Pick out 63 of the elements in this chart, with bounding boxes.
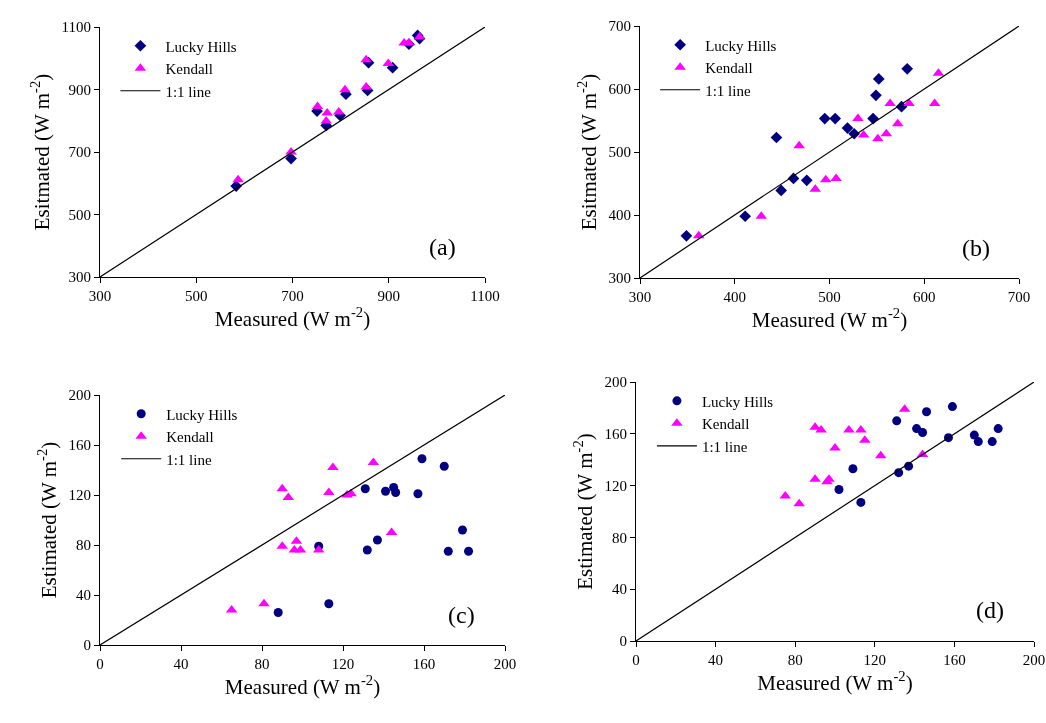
y-tick-label: 80 [76,537,91,554]
x-tick-label: 200 [1022,652,1046,668]
legend-label: 1:1 line [166,451,212,468]
y-tick-label: 200 [68,387,91,404]
x-tick-label: 500 [818,289,841,305]
x-tick-label: 160 [943,652,966,668]
legend-label: Lucky Hills [165,38,237,55]
x-tick-label: 700 [1007,289,1031,305]
y-tick-label: 500 [608,144,631,161]
y-tick-label: 900 [68,81,91,98]
y-tick-label: 500 [68,206,91,223]
x-tick-label: 700 [281,288,304,304]
x-tick-label: 80 [254,656,270,672]
annotation: (b) [962,235,990,261]
y-tick-label: 700 [68,144,91,161]
x-tick-label: 40 [708,652,724,668]
legend-label: Lucky Hills [166,406,238,423]
x-tick-label: 80 [787,652,803,668]
y-tick-label: 0 [83,637,91,654]
x-tick-label: 120 [863,652,887,668]
y-tick-label: 300 [68,269,91,286]
x-tick-label: 40 [173,656,189,672]
y-tick-label: 700 [608,18,631,35]
x-tick-label: 1100 [470,288,500,304]
legend-label: Kendall [166,429,214,446]
legend-label: Lucky Hills [705,37,777,54]
legend-label: 1:1 line [705,82,751,99]
legend-label: 1:1 line [165,83,212,100]
legend-label: Kendall [701,416,750,433]
y-tick-label: 400 [608,207,631,224]
y-tick-label: 40 [612,581,627,598]
x-tick-label: 120 [331,656,355,672]
x-tick-label: 200 [493,656,517,672]
y-tick-label: 160 [604,426,627,443]
x-tick-label: 300 [88,288,112,304]
y-tick-label: 120 [68,487,91,504]
legend-label: Kendall [165,61,213,78]
legend-label: Lucky Hills [701,393,774,410]
y-tick-label: 300 [608,270,631,287]
x-axis-title: Measured (W m$^{-2}$) [751,305,908,332]
y-tick-label: 160 [68,437,91,454]
x-tick-label: 160 [412,656,436,672]
legend-label: 1:1 line [701,438,748,455]
x-tick-label: 900 [377,288,400,304]
x-axis-title: Measured (W m$^{-2}$) [757,668,913,695]
y-tick-label: 600 [608,81,631,98]
y-tick-label: 200 [604,374,627,391]
legend-label: Kendall [705,60,753,77]
y-tick-label: 0 [619,633,627,650]
x-tick-label: 600 [913,289,936,305]
annotation: (a) [429,234,456,260]
x-tick-label: 300 [628,289,652,305]
x-tick-label: 400 [723,289,746,305]
annotation: (d) [976,597,1004,623]
y-tick-label: 80 [612,529,627,546]
y-tick-label: 1100 [61,19,91,36]
x-axis-title: Measured (W m$^{-2}$) [214,304,371,331]
y-tick-label: 120 [604,477,627,494]
x-tick-label: 500 [185,288,208,304]
x-axis-title: Measured (W m$^{-2}$) [224,672,381,699]
annotation: (c) [448,602,475,628]
y-tick-label: 40 [76,587,91,604]
x-tick-label: 0 [96,656,104,672]
